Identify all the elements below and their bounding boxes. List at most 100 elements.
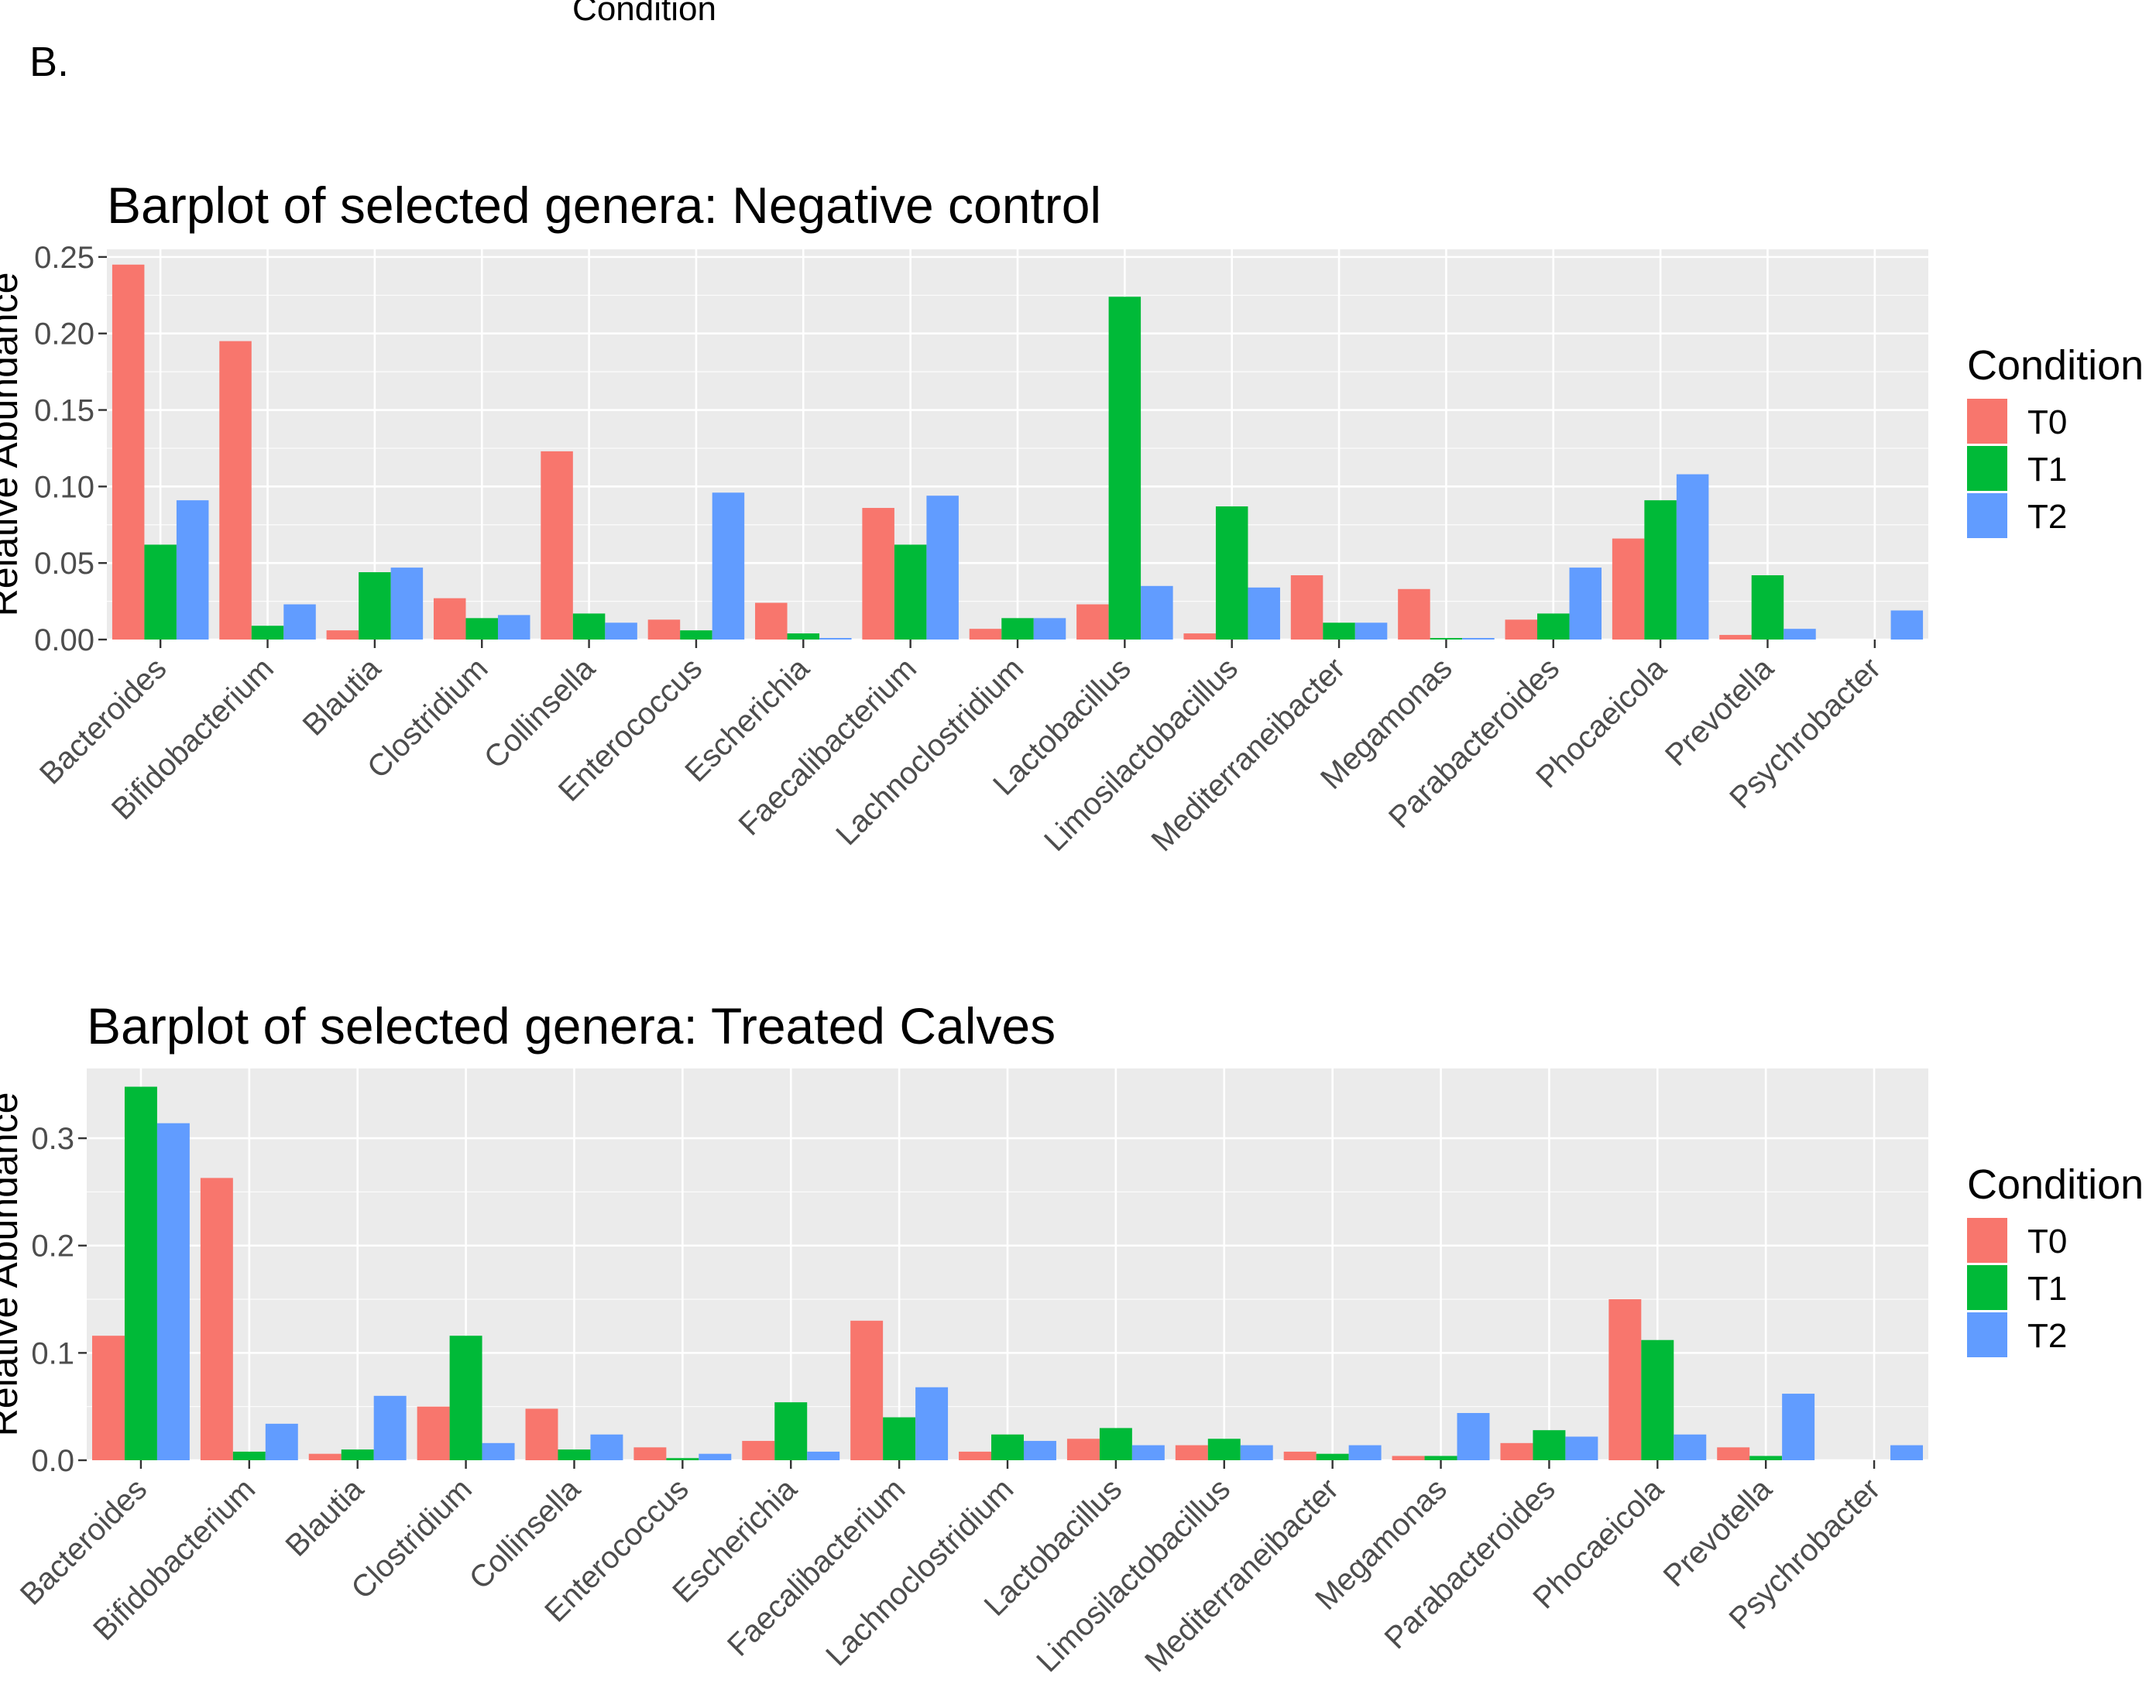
bar-enterococcus-t2 <box>712 492 745 640</box>
bar-clostridium-t0 <box>417 1407 450 1460</box>
bar-bifidobacterium-t0 <box>219 341 252 640</box>
bar-lactobacillus-t1 <box>1109 297 1142 640</box>
bar-lactobacillus-t0 <box>1076 605 1109 640</box>
bar-faecalibacterium-t2 <box>915 1387 948 1460</box>
bar-bifidobacterium-t2 <box>283 605 316 640</box>
legend-key-t2 <box>1967 1312 2007 1357</box>
bar-blautia-t2 <box>374 1396 407 1460</box>
bar-parabacteroides-t0 <box>1505 619 1538 640</box>
bar-blautia-t0 <box>327 630 359 640</box>
bar-phocaeicola-t1 <box>1644 500 1677 640</box>
legend-key-t0 <box>1967 399 2007 444</box>
legend-title: Condition <box>1967 342 2144 389</box>
chart-negative-control: Barplot of selected genera: Negative con… <box>0 177 2144 858</box>
y-tick-label: 0.20 <box>34 317 94 352</box>
y-axis-title: Relative Abundance <box>0 273 26 617</box>
bar-enterococcus-t1 <box>666 1458 699 1460</box>
y-tick-label: 0.0 <box>31 1444 74 1478</box>
bar-megamonas-t0 <box>1398 589 1430 640</box>
panel-label: B. <box>29 39 69 85</box>
legend-label-t1: T1 <box>2027 1270 2067 1308</box>
bar-prevotella-t0 <box>1717 1447 1749 1460</box>
y-axis: 0.0 0.1 0.2 0.3 <box>31 1122 87 1478</box>
bar-collinsella-t1 <box>558 1449 590 1460</box>
bar-lachnoclostridium-t2 <box>1024 1441 1056 1460</box>
bar-escherichia-t1 <box>774 1402 807 1460</box>
y-axis: 0.000.050.100.150.200.25 <box>34 241 107 657</box>
bar-faecalibacterium-t0 <box>862 508 894 640</box>
bar-blautia-t2 <box>391 568 424 640</box>
y-tick-label: 0.2 <box>31 1230 74 1264</box>
bar-prevotella-t1 <box>1752 575 1784 640</box>
bar-lactobacillus-t0 <box>1067 1439 1100 1460</box>
bar-lactobacillus-t1 <box>1100 1428 1132 1460</box>
bar-phocaeicola-t2 <box>1674 1435 1706 1460</box>
x-tick-label-limosilactobacillus: Limosilactobacillus <box>1038 651 1245 858</box>
bar-collinsella-t2 <box>605 622 637 640</box>
bar-escherichia-t0 <box>755 603 788 640</box>
bar-mediterraneibacter-t2 <box>1349 1446 1382 1460</box>
chart-treated-calves: Barplot of selected genera: Treated Calv… <box>0 997 2144 1679</box>
bar-bifidobacterium-t2 <box>266 1424 298 1460</box>
bar-megamonas-t2 <box>1457 1413 1490 1460</box>
bar-mediterraneibacter-t2 <box>1355 622 1388 640</box>
bar-limosilactobacillus-t1 <box>1208 1439 1241 1460</box>
bar-bacteroides-t1 <box>125 1087 157 1460</box>
bar-escherichia-t2 <box>819 638 852 640</box>
bar-lachnoclostridium-t2 <box>1034 618 1066 640</box>
bar-parabacteroides-t2 <box>1570 568 1602 640</box>
bar-faecalibacterium-t1 <box>894 544 927 640</box>
cropped-legend-title: Condition <box>572 0 716 28</box>
bar-psychrobacter-t2 <box>1891 610 1924 640</box>
legend-label-t1: T1 <box>2027 451 2067 489</box>
y-tick-label: 0.1 <box>31 1336 74 1370</box>
bar-mediterraneibacter-t1 <box>1323 622 1355 640</box>
x-tick-label-faecalibacterium: Faecalibacterium <box>721 1472 911 1662</box>
bar-limosilactobacillus-t0 <box>1176 1446 1208 1460</box>
bar-parabacteroides-t1 <box>1537 613 1570 640</box>
bar-collinsella-t0 <box>526 1408 558 1460</box>
bar-collinsella-t0 <box>541 451 573 640</box>
legend-key-t0 <box>1967 1218 2007 1263</box>
bar-megamonas-t1 <box>1425 1456 1457 1460</box>
bar-faecalibacterium-t1 <box>883 1418 915 1460</box>
chart-title: Barplot of selected genera: Negative con… <box>107 177 1101 234</box>
bar-clostridium-t2 <box>482 1443 515 1460</box>
bar-phocaeicola-t2 <box>1677 475 1709 640</box>
bar-prevotella-t0 <box>1719 635 1752 640</box>
bar-phocaeicola-t0 <box>1608 1299 1641 1460</box>
bar-bifidobacterium-t0 <box>201 1178 233 1460</box>
bar-blautia-t1 <box>342 1449 374 1460</box>
bar-clostridium-t0 <box>434 598 466 640</box>
bar-bifidobacterium-t1 <box>233 1452 266 1460</box>
bar-bacteroides-t0 <box>112 265 145 640</box>
bar-parabacteroides-t1 <box>1533 1430 1565 1460</box>
bar-mediterraneibacter-t1 <box>1317 1454 1349 1460</box>
x-tick-label-limosilactobacillus: Limosilactobacillus <box>1030 1472 1237 1679</box>
x-tick-label-lachnoclostridium: Lachnoclostridium <box>819 1472 1020 1672</box>
legend-label-t2: T2 <box>2027 498 2067 536</box>
x-tick-label-mediterraneibacter: Mediterraneibacter <box>1138 1472 1345 1679</box>
bar-bacteroides-t2 <box>157 1123 190 1460</box>
bar-blautia-t1 <box>359 572 391 640</box>
bar-escherichia-t2 <box>807 1452 839 1460</box>
bar-lachnoclostridium-t1 <box>991 1435 1024 1460</box>
bar-lachnoclostridium-t0 <box>959 1452 991 1460</box>
bar-prevotella-t2 <box>1782 1394 1814 1460</box>
bar-bacteroides-t1 <box>144 544 177 640</box>
y-tick-label: 0.15 <box>34 394 94 428</box>
bar-clostridium-t2 <box>498 615 530 640</box>
y-tick-label: 0.05 <box>34 547 94 581</box>
bar-psychrobacter-t2 <box>1890 1446 1923 1460</box>
legend-key-t2 <box>1967 493 2007 538</box>
bar-enterococcus-t2 <box>699 1454 731 1460</box>
bar-enterococcus-t1 <box>680 630 712 640</box>
bar-limosilactobacillus-t2 <box>1241 1446 1273 1460</box>
x-tick-label-blautia: Blautia <box>297 651 388 743</box>
bar-mediterraneibacter-t0 <box>1284 1452 1317 1460</box>
bar-megamonas-t2 <box>1462 638 1495 640</box>
x-tick-label-blautia: Blautia <box>279 1472 370 1563</box>
